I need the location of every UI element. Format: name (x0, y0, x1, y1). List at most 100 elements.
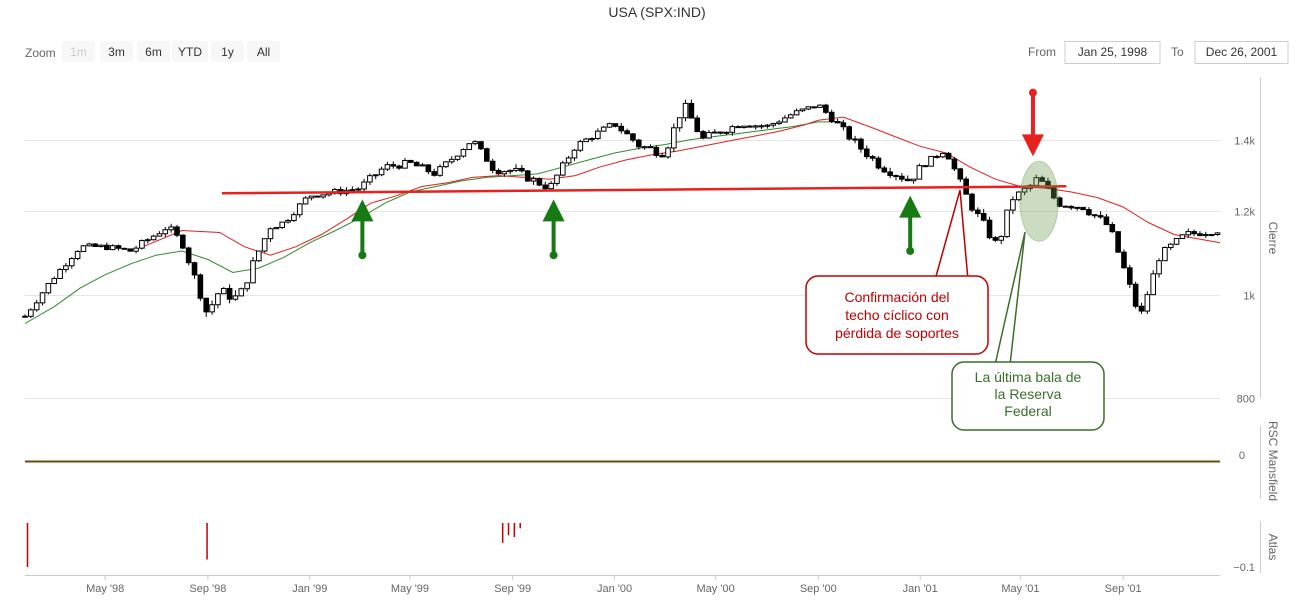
candle-body (1115, 231, 1121, 253)
candle (215, 293, 221, 309)
candle (858, 137, 864, 153)
candle-body (185, 247, 192, 264)
candle-body (104, 244, 110, 251)
candle (618, 123, 625, 134)
candle (524, 170, 531, 182)
candle (478, 141, 484, 150)
candle-body (682, 102, 689, 119)
candle-body (156, 233, 163, 237)
support-arrow-up (542, 199, 565, 260)
candle-body (846, 126, 853, 140)
candle (39, 291, 46, 306)
candle (916, 163, 923, 180)
candle-body (548, 182, 554, 190)
candle-body (74, 250, 81, 260)
candle-body (33, 302, 40, 311)
candle (992, 236, 999, 243)
candle-body (1214, 232, 1221, 236)
candle (361, 178, 367, 191)
candle (33, 299, 40, 312)
zoom-button-all[interactable]: All (247, 41, 280, 62)
candle-body (676, 117, 683, 129)
candle (945, 152, 952, 160)
candle-body (1167, 243, 1174, 249)
x-tick-May '01: May '01 (1001, 583, 1039, 595)
candle-body (571, 149, 578, 159)
to-label: To (1171, 45, 1184, 59)
candle (1103, 214, 1110, 226)
candle (706, 129, 712, 139)
candle (320, 194, 326, 199)
candle-body (852, 138, 858, 141)
candle (296, 202, 303, 218)
arrow-head (1021, 134, 1044, 157)
candle-body (823, 104, 829, 113)
candle-body (1015, 191, 1022, 201)
candle-body (355, 188, 361, 191)
candle-body (256, 250, 262, 262)
zoom-button-6m[interactable]: 6m (137, 41, 170, 62)
candle-body (320, 194, 326, 198)
candle (238, 287, 245, 297)
candle-body (443, 161, 449, 168)
candle (431, 168, 437, 177)
candle-body (1144, 294, 1151, 312)
atlas-panel: −0.1 (26, 523, 1255, 574)
candle (647, 144, 654, 149)
candle (1132, 281, 1139, 309)
candle (115, 244, 122, 251)
candle-body (372, 174, 379, 177)
candle (951, 156, 958, 171)
candle-body (314, 195, 321, 198)
candle-body (209, 304, 215, 313)
candle (881, 165, 888, 173)
candle (934, 154, 940, 159)
candle-body (899, 175, 905, 180)
candle-body (916, 165, 923, 180)
atlas-axis-title: Atlas (1266, 534, 1280, 561)
candle (314, 195, 321, 198)
candle-body (735, 126, 741, 129)
zoom-button-1y[interactable]: 1y (211, 41, 244, 62)
candle-body (1197, 233, 1203, 237)
callout-red-line-1: Confirmación del (844, 289, 949, 305)
candle-body (706, 132, 712, 139)
candle (928, 155, 934, 167)
candle-body (1021, 187, 1028, 193)
candle-body (238, 288, 245, 297)
candle (513, 164, 519, 173)
candle (665, 146, 671, 159)
candle-body (448, 158, 455, 163)
candle-body (349, 189, 356, 192)
candle-body (431, 171, 437, 176)
callout-green-pointer (994, 231, 1026, 366)
candle (63, 262, 69, 273)
candle-body (1127, 267, 1133, 285)
zoom-button-ytd[interactable]: YTD (172, 41, 208, 62)
candle-body (770, 123, 777, 126)
annotations (221, 88, 1067, 260)
atlas-tick-0: −0.1 (1233, 562, 1255, 574)
mansfield-tick-0: 0 (1239, 450, 1245, 462)
candle (565, 155, 572, 165)
candle (717, 131, 724, 135)
candle-body (828, 111, 835, 123)
to-date-input[interactable]: Dec 26, 2001 (1194, 41, 1289, 64)
candle (653, 145, 660, 158)
zoom-label: Zoom (25, 46, 56, 60)
from-date-input[interactable]: Jan 25, 1998 (1064, 41, 1161, 64)
callout-green-line-3: Federal (1004, 403, 1051, 419)
zoom-button-3m[interactable]: 3m (100, 41, 133, 62)
candle-body (934, 155, 940, 158)
candle (437, 164, 443, 177)
candle (922, 165, 929, 168)
candle (595, 128, 601, 140)
candle (495, 168, 502, 175)
candle-body (787, 114, 794, 119)
candle-body (1004, 209, 1010, 238)
candle (209, 300, 215, 315)
candle (139, 239, 145, 250)
zoom-button-1m[interactable]: 1m (62, 41, 95, 62)
candle (975, 207, 981, 218)
candle-body (1185, 231, 1192, 236)
